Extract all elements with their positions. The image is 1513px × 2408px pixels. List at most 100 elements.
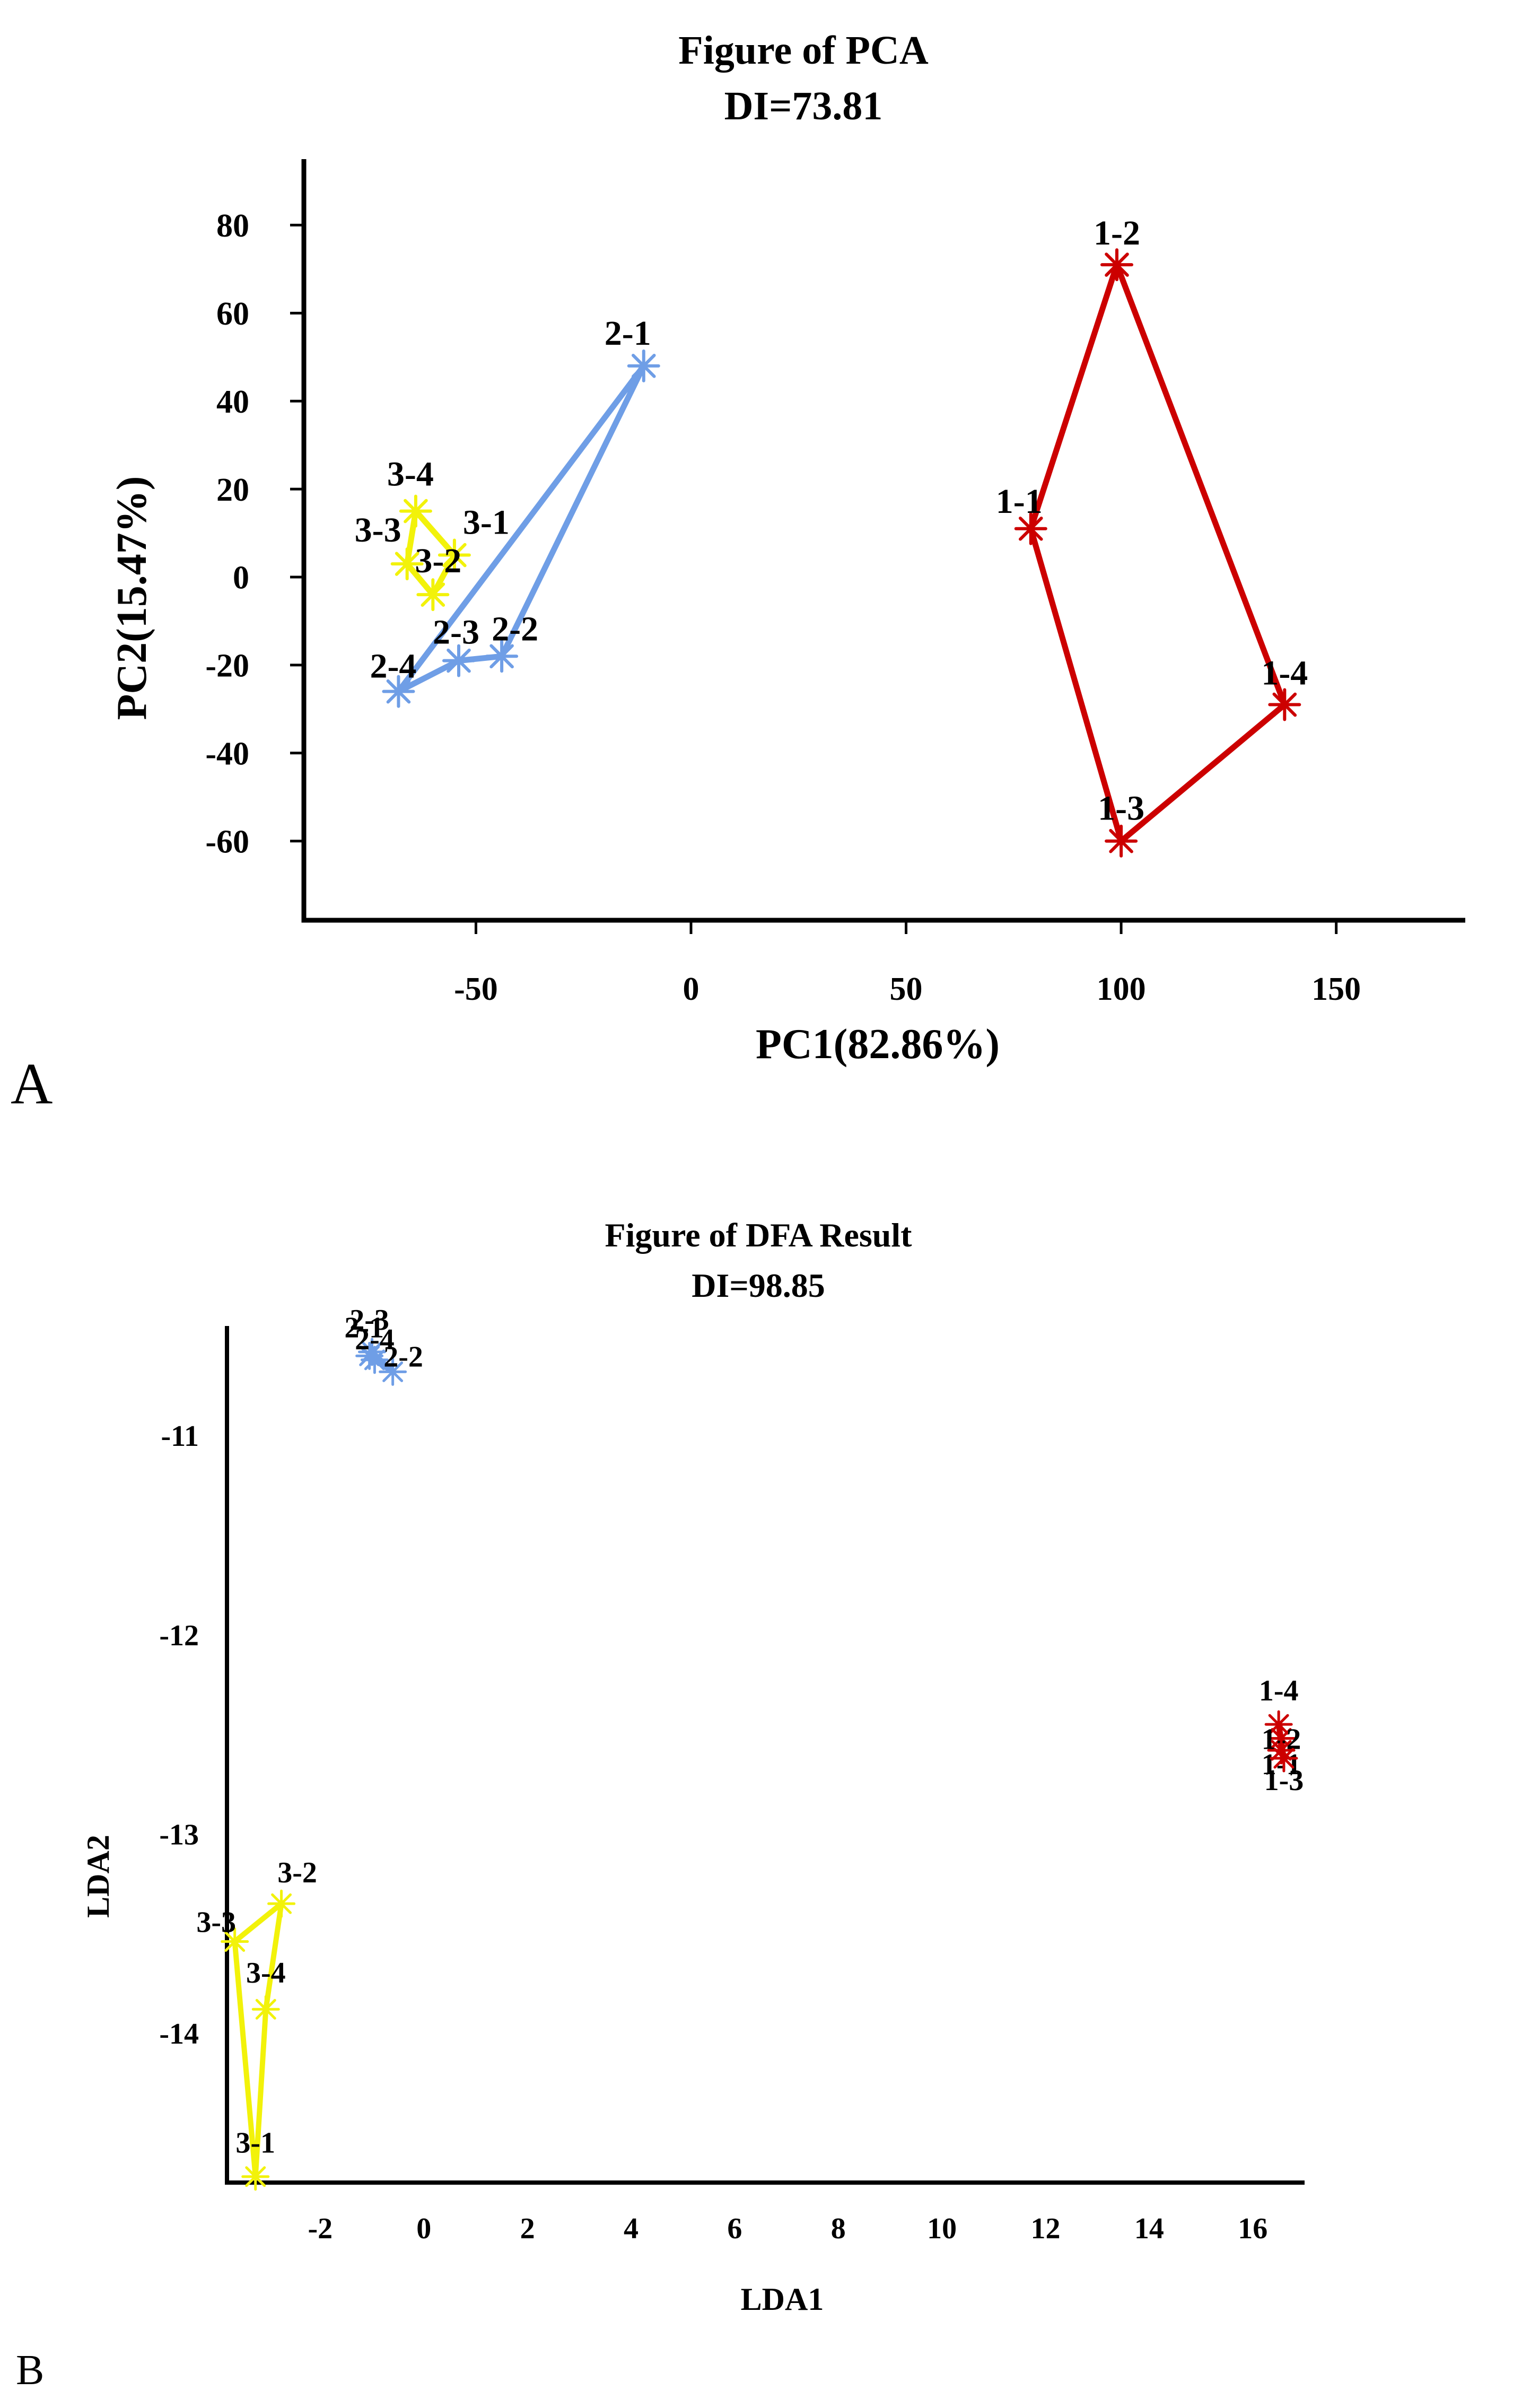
data-point-marker <box>1105 824 1138 858</box>
marker-stroke <box>364 1349 385 1371</box>
y-tick-label: 80 <box>216 208 249 244</box>
marker-stroke <box>421 582 445 607</box>
data-point-label: 3-1 <box>463 503 510 542</box>
data-point-label: 2-1 <box>605 314 651 353</box>
marker-stroke <box>442 543 467 568</box>
data-point-label: 2-3 <box>433 613 479 652</box>
y-tick-label: 40 <box>216 384 249 420</box>
series-group-1: 1-1 1-2 1-3 1-4 <box>996 214 1308 858</box>
data-point-label: 1-3 <box>1264 1764 1304 1797</box>
y-tick-label: -60 <box>205 824 249 860</box>
data-point-label: 1-4 <box>1261 654 1308 693</box>
marker-stroke <box>386 679 411 704</box>
data-point-marker <box>267 1889 296 1918</box>
data-point-label: 3-2 <box>277 1856 317 1889</box>
x-tick-label: 0 <box>416 2212 431 2245</box>
data-point-label: 2-3 <box>349 1304 389 1337</box>
marker-stroke <box>395 552 419 576</box>
y-tick-label: -14 <box>159 2018 199 2051</box>
panel-letter: A <box>11 1051 53 1116</box>
x-tick-label: 2 <box>520 2212 535 2245</box>
y-tick-label: -11 <box>161 1420 199 1453</box>
x-tick-label: 12 <box>1031 2212 1061 2245</box>
y-tick-label: 0 <box>233 560 249 596</box>
x-tick-label: 50 <box>890 971 923 1007</box>
series-group-3: 3-13-2 3-3 3-4 <box>355 455 510 612</box>
chart-title: Figure of PCA <box>678 28 929 73</box>
marker-stroke <box>1272 692 1297 717</box>
data-point-marker <box>221 1927 249 1956</box>
series-outline <box>1028 261 1288 844</box>
data-point-label: 3-3 <box>355 511 401 549</box>
data-point-marker <box>241 2162 270 2191</box>
x-tick-label: 4 <box>624 2212 639 2245</box>
y-axis-label: PC2(15.47%) <box>109 476 155 720</box>
chart-title: Figure of DFA Result <box>605 1216 913 1254</box>
data-point-marker <box>1270 1744 1298 1773</box>
marker-stroke <box>631 354 656 378</box>
chart-subtitle: DI=73.81 <box>724 84 883 128</box>
dfa-panel: Figure of DFA Result DI=98.85 -11 -12 -13 -14… <box>16 1216 1305 2394</box>
marker-stroke <box>1109 828 1133 853</box>
x-tick-label: 150 <box>1311 971 1361 1007</box>
data-point-marker <box>1100 248 1133 282</box>
data-point-marker <box>438 538 471 572</box>
data-point-marker <box>390 547 424 581</box>
data-point-label: 2-4 <box>370 647 416 686</box>
data-point-label: 2-2 <box>383 1340 423 1373</box>
y-tick-label: 20 <box>216 472 249 508</box>
data-point-marker <box>1268 688 1301 721</box>
x-tick-label: 10 <box>927 2212 957 2245</box>
marker-stroke <box>1105 252 1129 277</box>
x-tick-label: -2 <box>308 2212 333 2245</box>
marker-stroke <box>447 648 471 673</box>
x-tick-label: -50 <box>454 971 498 1007</box>
marker-stroke <box>1018 516 1043 541</box>
data-point-label: 3-2 <box>415 542 461 580</box>
data-point-label: 3-4 <box>387 455 434 494</box>
x-tick-label: 100 <box>1097 971 1146 1007</box>
marker-stroke <box>404 499 428 524</box>
data-point-label: 3-1 <box>235 2127 275 2160</box>
y-axis-label: LDA2 <box>81 1835 116 1918</box>
panel-letter: B <box>16 2347 44 2394</box>
data-point-marker <box>485 640 519 673</box>
data-point-label: 2-2 <box>492 609 538 648</box>
data-point-marker <box>379 1357 407 1386</box>
chart-subtitle: DI=98.85 <box>692 1267 825 1304</box>
x-axis-label: PC1(82.86%) <box>756 1021 1000 1068</box>
marker-stroke <box>489 644 514 669</box>
x-axis-label: LDA1 <box>741 2282 824 2317</box>
x-tick-label: 8 <box>831 2212 846 2245</box>
series-group-2: 2-12-32-42-2 <box>344 1304 423 1386</box>
data-point-marker <box>251 1995 280 2023</box>
data-point-label: 1-2 <box>1094 214 1140 252</box>
data-point-marker <box>360 1346 389 1374</box>
x-tick-label: 14 <box>1134 2212 1164 2245</box>
marker-stroke <box>1273 1748 1295 1769</box>
y-tick-label: -40 <box>205 736 249 772</box>
series-group-1: 1-41-21-11-3 <box>1259 1674 1304 1797</box>
data-point-label: 3-3 <box>196 1906 236 1939</box>
data-point-label: 2-4 <box>355 1323 395 1356</box>
pca-panel: Figure of PCA DI=73.81 -60 -40 -20 0 20 40 60 80 -… <box>11 28 1465 1116</box>
data-point-marker <box>442 644 475 677</box>
x-tick-label: 0 <box>683 971 699 1007</box>
data-point-marker <box>416 578 450 612</box>
y-tick-label: 60 <box>216 296 249 332</box>
y-tick-label: -13 <box>159 1818 199 1851</box>
marker-stroke <box>255 1999 276 2020</box>
series-group-3: 3-3 3-2 3-4 3-1 <box>196 1856 317 2191</box>
data-point-label: 1-4 <box>1259 1674 1299 1707</box>
marker-stroke <box>1271 1740 1292 1761</box>
y-tick-label: -20 <box>205 648 249 684</box>
data-point-marker <box>627 349 660 382</box>
marker-stroke <box>245 2166 266 2187</box>
marker-stroke <box>224 1931 246 1952</box>
x-tick-label: 6 <box>727 2212 742 2245</box>
series-group-2: 2-1 2-2 2-3 2-4 <box>370 314 660 708</box>
marker-stroke <box>382 1361 404 1382</box>
data-point-label: 1-1 <box>1262 1748 1301 1781</box>
data-point-label: 2-1 <box>344 1311 384 1344</box>
